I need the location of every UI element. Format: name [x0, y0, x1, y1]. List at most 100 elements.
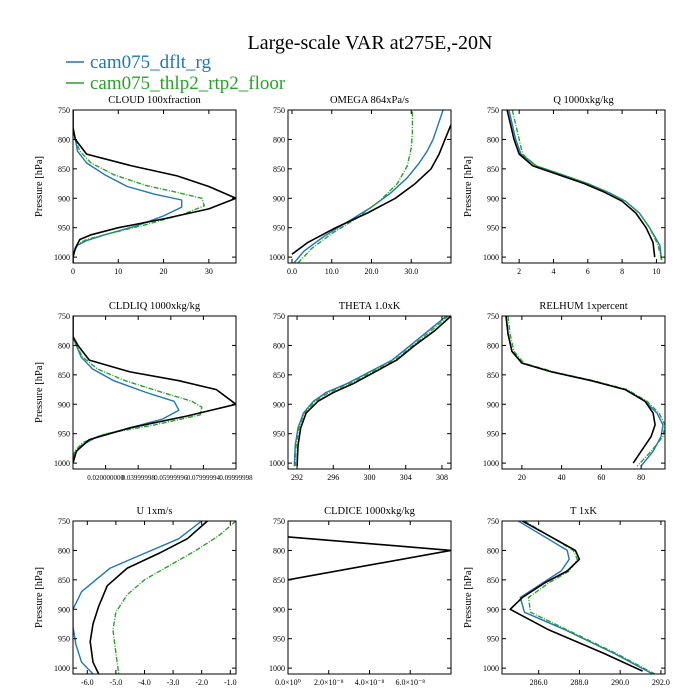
plot-frame	[501, 109, 666, 264]
y-tick-label: 900	[58, 194, 70, 203]
series-group	[505, 316, 665, 467]
y-tick-label: 1000	[54, 459, 70, 468]
y-tick-label: 800	[487, 135, 499, 144]
x-tick-label: 10.0	[325, 267, 339, 276]
x-tick-label: 304	[400, 473, 412, 482]
x-tick-label: 0	[71, 267, 75, 276]
series-line-cam075_dflt_rg	[73, 110, 183, 263]
y-tick-label: 850	[273, 576, 285, 585]
series-line-cam075_dflt_rg	[517, 521, 654, 674]
panel-9: T 1xK Pressure [hPa] 750 800 850 900 950 1000 28…	[463, 506, 670, 687]
series-line-unlabeled	[73, 110, 236, 263]
x-tick-label: 0.0	[287, 267, 297, 276]
x-tick-label: 6.0×10⁻⁸	[395, 678, 425, 687]
y-tick-label: 1000	[483, 459, 499, 468]
y-tick-label: 950	[58, 224, 70, 233]
y-tick-label: 900	[273, 605, 285, 614]
y-tick-label: 800	[487, 341, 499, 350]
panel-6: RELHUM 1xpercent 750 800 850 900 950 1000 20 40 6…	[483, 301, 666, 482]
y-tick-label: 900	[273, 400, 285, 409]
y-tick-label: 950	[273, 430, 285, 439]
y-tick-label: 850	[58, 371, 70, 380]
x-tick-label: 20	[160, 267, 168, 276]
panel-4: CLDLIQ 1000xkg/kg Pressure [hPa] 750 800 850…	[34, 301, 253, 482]
y-tick-label: 950	[58, 430, 70, 439]
series-line-cam075_thlp2_rtp2_floor	[73, 110, 206, 263]
series-line-cam075_dflt_rg	[508, 110, 663, 261]
x-tick-label: -5.0	[110, 678, 123, 687]
series-line-cam075_dflt_rg	[73, 521, 203, 674]
y-tick-label: 750	[273, 517, 285, 526]
series-line-cam075_dflt_rg	[505, 316, 664, 467]
y-tick-label: 850	[487, 576, 499, 585]
y-tick-label: 850	[487, 371, 499, 380]
y-tick-label: 950	[273, 224, 285, 233]
y-tick-label: 1000	[269, 459, 285, 468]
series-line-unlabeled	[296, 316, 451, 467]
panel-title: CLOUD 100xfraction	[108, 95, 201, 106]
y-tick-label: 950	[487, 635, 499, 644]
series-line-cam075_thlp2_rtp2_floor	[511, 110, 663, 261]
y-axis-label: Pressure [hPa]	[34, 156, 45, 217]
y-tick-label: 1000	[269, 253, 285, 262]
panel-3: Q 1000xkg/kg Pressure [hPa] 750 800 850 900 95…	[463, 95, 666, 276]
y-tick-label: 800	[273, 546, 285, 555]
y-axis-label: Pressure [hPa]	[34, 567, 45, 628]
series-line-cam075_thlp2_rtp2_floor	[73, 316, 203, 464]
x-tick-label: 2	[517, 267, 521, 276]
series-line-cam075_thlp2_rtp2_floor	[507, 316, 665, 467]
series-line-cam075_thlp2_rtp2_floor	[297, 110, 414, 263]
figure-title: Large-scale VAR at275E,-20N	[248, 32, 493, 54]
x-tick-label: 288.0	[570, 678, 588, 687]
y-tick-label: 750	[487, 517, 499, 526]
y-tick-label: 800	[58, 546, 70, 555]
y-tick-label: 950	[487, 430, 499, 439]
plot-frame	[287, 315, 452, 470]
panel-title: THETA 1.0xK	[339, 301, 401, 312]
series-line-cam075_dflt_rg	[293, 316, 447, 467]
panel-title: RELHUM 1xpercent	[539, 301, 627, 312]
series-group	[506, 110, 663, 261]
series-line-unlabeled	[291, 124, 451, 255]
y-tick-label: 750	[273, 312, 285, 321]
y-tick-label: 850	[58, 165, 70, 174]
series-line-cam075_thlp2_rtp2_floor	[294, 316, 449, 467]
y-tick-label: 1000	[54, 664, 70, 673]
x-tick-label: 0.09999998	[219, 474, 253, 482]
y-axis-label: Pressure [hPa]	[463, 156, 474, 217]
panel-8: CLDICE 1000xkg/kg 750 800 850 900 950 1000 0.0×…	[269, 506, 452, 687]
series-line-unlabeled	[73, 316, 236, 464]
y-tick-label: 800	[273, 341, 285, 350]
series-line-unlabeled	[288, 536, 451, 581]
x-tick-label: 0.0×10⁰	[275, 678, 301, 687]
x-tick-label: 40	[558, 473, 566, 482]
x-tick-label: 8	[620, 267, 624, 276]
y-tick-label: 900	[487, 194, 499, 203]
x-tick-label: -6.0	[81, 678, 94, 687]
series-group	[293, 316, 451, 467]
x-tick-label: -1.0	[224, 678, 237, 687]
panel-7: U 1xm/s Pressure [hPa] 750 800 850 900 950 1000…	[34, 506, 237, 687]
y-tick-label: 750	[487, 106, 499, 115]
x-tick-label: 60	[597, 473, 605, 482]
x-tick-label: 10	[114, 267, 122, 276]
x-tick-label: 0.07999994	[187, 474, 221, 482]
x-tick-label: -2.0	[195, 678, 208, 687]
y-tick-label: 850	[58, 576, 70, 585]
legend: cam075_dflt_rg cam075_thlp2_rtp2_floor	[66, 52, 286, 94]
y-tick-label: 900	[273, 194, 285, 203]
panel-title: CLDLIQ 1000xkg/kg	[109, 301, 201, 312]
series-line-cam075_dflt_rg	[293, 110, 444, 263]
y-tick-label: 800	[273, 135, 285, 144]
y-tick-label: 900	[487, 605, 499, 614]
x-tick-label: 80	[637, 473, 645, 482]
plot-frame	[287, 109, 452, 264]
x-tick-label: 0.03999998	[122, 474, 156, 482]
y-tick-label: 750	[487, 312, 499, 321]
y-tick-label: 750	[58, 106, 70, 115]
x-tick-label: 308	[436, 473, 448, 482]
series-line-unlabeled	[509, 521, 643, 672]
